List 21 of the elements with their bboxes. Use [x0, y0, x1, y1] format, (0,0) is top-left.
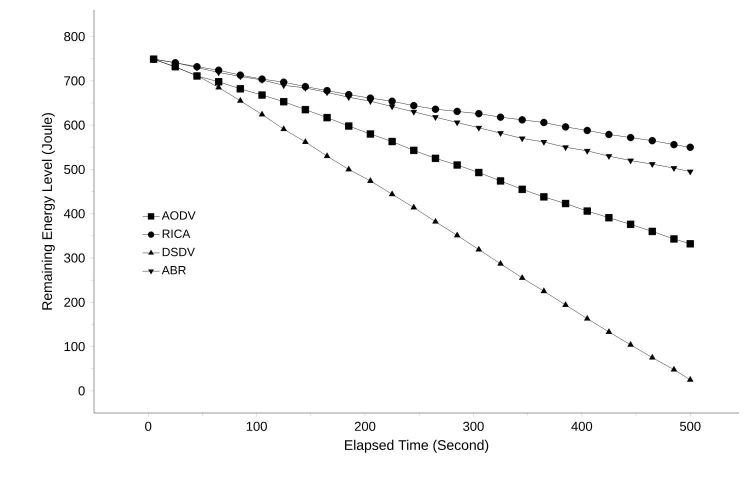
x-tick-label: 100	[246, 422, 267, 431]
x-axis-title: Elapsed Time (Second)	[345, 440, 488, 453]
legend-label: ABR	[162, 266, 186, 274]
x-tick-label: 300	[463, 422, 484, 431]
legend-label: AODV	[162, 211, 196, 220]
y-tick-label: 100	[64, 342, 85, 352]
legend-label: DSDV	[162, 248, 195, 256]
x-tick-label: 0	[145, 422, 152, 431]
y-axis-title: Remaining Energy Level (Joule)	[42, 113, 55, 310]
y-tick-label: 700	[64, 76, 85, 86]
y-tick-label: 0	[78, 386, 85, 396]
y-tick-label: 500	[64, 164, 85, 174]
y-tick-label: 200	[64, 298, 85, 307]
x-tick-label: 400	[571, 422, 592, 431]
y-tick-label: 600	[64, 120, 85, 130]
x-tick-label: 500	[680, 422, 701, 431]
y-tick-label: 400	[64, 209, 85, 218]
y-tick-label: 800	[64, 32, 85, 42]
x-tick-label: 200	[354, 422, 376, 431]
y-tick-label: 300	[64, 253, 85, 263]
legend-label: RICA	[162, 230, 190, 238]
